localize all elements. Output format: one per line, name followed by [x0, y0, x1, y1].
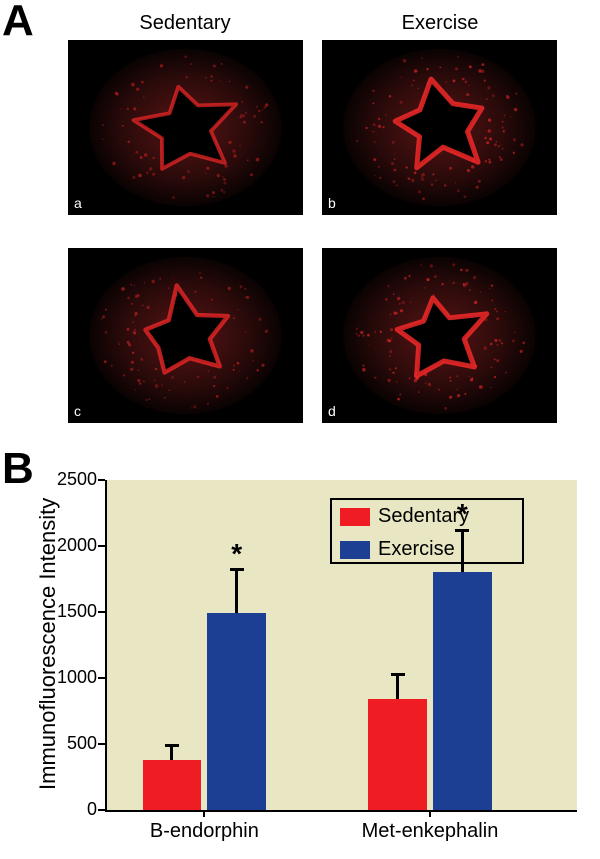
- micrograph-label: a: [74, 195, 82, 211]
- x-category-label: Met-enkephalin: [350, 820, 510, 843]
- chart-legend: Sedentary Exercise: [330, 498, 524, 564]
- bar-sedentary-1: [368, 699, 427, 810]
- legend-label: Exercise: [378, 538, 455, 561]
- y-tick-label: 0: [47, 799, 97, 820]
- y-axis-title: Immunofluorescence Intensity: [35, 498, 61, 790]
- micrograph-label: d: [328, 403, 336, 419]
- micrograph-a: a: [68, 40, 303, 215]
- micrograph-c: c: [68, 248, 303, 423]
- micrograph-label: c: [74, 403, 81, 419]
- bar-exercise-0: [207, 613, 266, 810]
- y-tick-label: 2500: [47, 469, 97, 490]
- significance-marker: *: [227, 538, 247, 570]
- panel-a-header: Sedentary: [115, 12, 255, 35]
- micrograph-b: b: [322, 40, 557, 215]
- legend-swatch: [340, 541, 370, 559]
- micrograph-d: d: [322, 248, 557, 423]
- micrograph-label: b: [328, 195, 336, 211]
- panel-a-header: Exercise: [370, 12, 510, 35]
- legend-swatch: [340, 508, 370, 526]
- legend-label: Sedentary: [378, 505, 469, 528]
- bar-exercise-1: [433, 572, 492, 810]
- x-category-label: B-endorphin: [124, 820, 284, 843]
- bar-sedentary-0: [143, 760, 202, 810]
